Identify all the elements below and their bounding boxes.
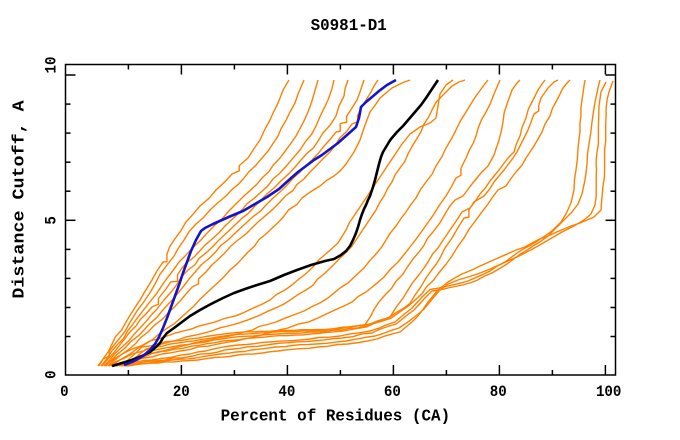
svg-text:0: 0 bbox=[60, 383, 69, 401]
svg-text:0: 0 bbox=[43, 370, 61, 379]
svg-text:Percent of Residues (CA): Percent of Residues (CA) bbox=[221, 407, 451, 426]
svg-text:Distance Cutoff, A: Distance Cutoff, A bbox=[11, 99, 30, 298]
svg-text:80: 80 bbox=[490, 383, 507, 401]
svg-text:40: 40 bbox=[278, 383, 295, 401]
svg-text:100: 100 bbox=[596, 383, 622, 401]
svg-text:10: 10 bbox=[43, 57, 61, 74]
svg-text:5: 5 bbox=[43, 216, 61, 225]
svg-text:60: 60 bbox=[384, 383, 401, 401]
svg-text:20: 20 bbox=[173, 383, 190, 401]
svg-text:S0981-D1: S0981-D1 bbox=[311, 17, 387, 36]
